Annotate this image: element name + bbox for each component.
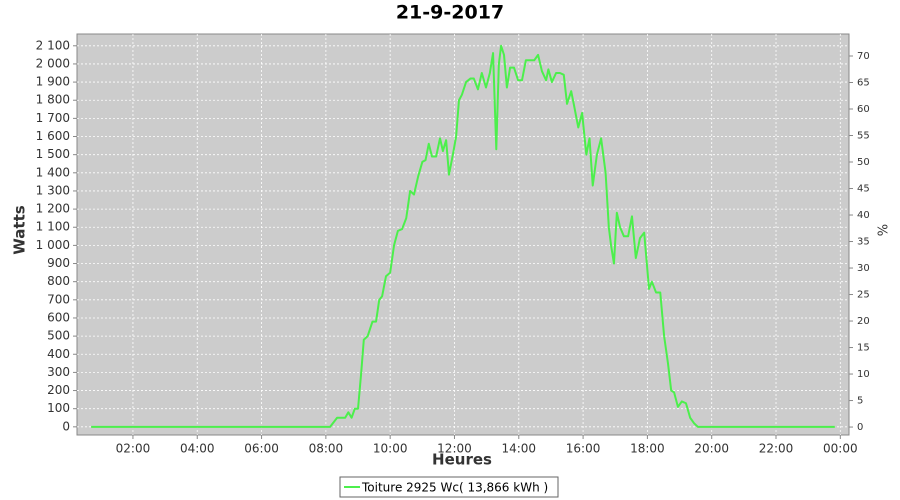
y2-tick-label: 0: [857, 422, 863, 433]
plot-area: [76, 33, 850, 436]
x-axis-label: Heures: [432, 451, 492, 469]
y2-tick-label: 65: [857, 78, 870, 89]
y2-axis-label: %: [877, 224, 892, 236]
y-tick-label: 1 100: [36, 220, 70, 234]
y2-tick-label: 50: [857, 157, 870, 168]
y2-tick-label: 40: [857, 210, 870, 221]
x-tick-label: 00:00: [823, 442, 858, 456]
y-tick-label: 400: [47, 347, 70, 361]
legend: [339, 476, 559, 498]
x-tick-label: 20:00: [694, 442, 729, 456]
y-tick-label: 600: [47, 310, 70, 324]
y-tick-label: 1 800: [36, 93, 70, 107]
y2-tick-label: 45: [857, 184, 870, 195]
y-tick-label: 200: [47, 383, 70, 397]
y-tick-label: 1 400: [36, 165, 70, 179]
legend-label: Toiture 2925 Wc( 13,866 kWh ): [361, 481, 548, 495]
y-tick-label: 2 000: [36, 56, 70, 70]
y2-tick-label: 55: [857, 131, 870, 142]
x-tick-label: 02:00: [116, 442, 151, 456]
y-tick-label: 1 700: [36, 111, 70, 125]
y-tick-label: 500: [47, 329, 70, 343]
y2-tick-label: 25: [857, 290, 870, 301]
y-axis-label: Watts: [11, 205, 29, 254]
y-tick-label: 300: [47, 365, 70, 379]
x-tick-label: 08:00: [309, 442, 344, 456]
y-tick-label: 900: [47, 256, 70, 270]
x-tick-label: 12:00: [437, 442, 472, 456]
y-tick-label: 0: [62, 419, 70, 433]
x-tick-label: 14:00: [501, 442, 536, 456]
chart-title: 21-9-2017: [396, 2, 504, 24]
x-tick-label: 18:00: [630, 442, 665, 456]
y2-tick-label: 10: [857, 369, 870, 380]
y-tick-label: 1 900: [36, 75, 70, 89]
y2-tick-label: 60: [857, 104, 870, 115]
y-tick-label: 1 000: [36, 238, 70, 252]
y2-tick-label: 20: [857, 316, 870, 327]
x-tick-label: 22:00: [759, 442, 794, 456]
y-tick-label: 1 200: [36, 202, 70, 216]
series-line: [91, 44, 835, 428]
x-tick-label: 16:00: [566, 442, 601, 456]
plot-layer: [77, 34, 849, 435]
y2-tick-label: 15: [857, 343, 870, 354]
y-tick-label: 1 600: [36, 129, 70, 143]
y-tick-label: 100: [47, 401, 70, 415]
y2-tick-label: 70: [857, 51, 870, 62]
y-tick-label: 1 500: [36, 147, 70, 161]
y2-tick-label: 35: [857, 237, 870, 248]
y2-tick-label: 30: [857, 263, 870, 274]
x-tick-label: 10:00: [373, 442, 408, 456]
y-tick-label: 700: [47, 292, 70, 306]
y-tick-label: 800: [47, 274, 70, 288]
y-tick-label: 1 300: [36, 183, 70, 197]
x-tick-label: 06:00: [244, 442, 279, 456]
y2-tick-label: 5: [857, 396, 863, 407]
x-tick-label: 04:00: [180, 442, 215, 456]
y-tick-label: 2 100: [36, 38, 70, 52]
